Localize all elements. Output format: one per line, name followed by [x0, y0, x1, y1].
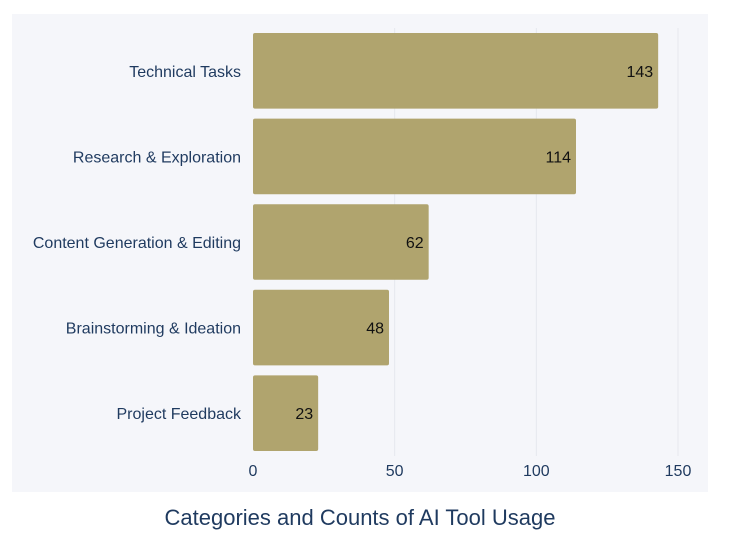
bar-value-research-exploration: 114 [545, 149, 571, 166]
bar-chart: 143 114 62 48 23 Technical Tasks Research & E… [32, 28, 692, 480]
bar-content-generation-editing [253, 204, 429, 280]
bar-value-brainstorming-ideation: 48 [366, 321, 384, 338]
bar-value-technical-tasks: 143 [626, 64, 653, 81]
chart-title: Categories and Counts of AI Tool Usage [164, 505, 556, 530]
category-label-technical-tasks: Technical Tasks [129, 64, 241, 81]
bar-research-exploration [253, 118, 576, 195]
bar-project-feedback [253, 375, 319, 451]
category-label-content-generation-editing: Content Generation & Editing [33, 235, 241, 252]
x-axis-ticks: 0 50 100 150 [249, 463, 692, 480]
bar-brainstorming-ideation [253, 289, 389, 366]
category-label-brainstorming-ideation: Brainstorming & Ideation [66, 321, 241, 338]
bar-value-content-generation-editing: 62 [406, 235, 424, 252]
category-label-project-feedback: Project Feedback [116, 406, 242, 423]
x-tick-label-50: 50 [386, 463, 404, 480]
x-tick-label-150: 150 [665, 463, 692, 480]
x-tick-label-0: 0 [249, 463, 258, 480]
category-labels: Technical Tasks Research & Exploration Con… [33, 64, 242, 423]
category-label-research-exploration: Research & Exploration [73, 149, 241, 166]
bar-technical-tasks [253, 33, 659, 109]
bars: 143 114 62 48 23 [253, 33, 659, 451]
bar-value-project-feedback: 23 [295, 406, 313, 423]
x-tick-label-100: 100 [523, 463, 550, 480]
